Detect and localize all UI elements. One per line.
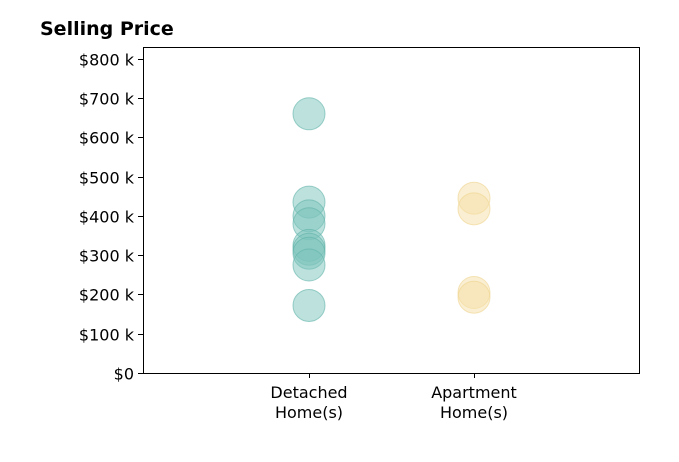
y-axis: $0 $100 k $200 k $300 k $400 k $500 k $600 k $7…: [79, 51, 143, 384]
data-point: [292, 97, 326, 131]
y-tick-label: $700 k: [79, 90, 135, 109]
x-tick-label: Detached Home(s): [270, 383, 347, 422]
data-point: [457, 280, 491, 314]
y-tick-label: $500 k: [79, 169, 135, 188]
x-tick-label: Apartment Home(s): [431, 383, 517, 422]
y-tick-label: $200 k: [79, 286, 135, 305]
y-tick-label: $0: [114, 365, 134, 384]
y-tick-label: $400 k: [79, 208, 135, 227]
y-tick-label: $300 k: [79, 247, 135, 266]
y-tick-label: $600 k: [79, 129, 135, 148]
data-point: [292, 248, 326, 282]
data-points: [292, 97, 491, 322]
plot-frame: [143, 47, 640, 374]
y-tick-label: $800 k: [79, 51, 135, 70]
x-axis: Detached Home(s) Apartment Home(s): [270, 373, 517, 422]
chart-title: Selling Price: [40, 18, 174, 40]
y-tick-label: $100 k: [79, 326, 135, 345]
data-point: [457, 192, 491, 226]
data-point: [292, 288, 326, 322]
